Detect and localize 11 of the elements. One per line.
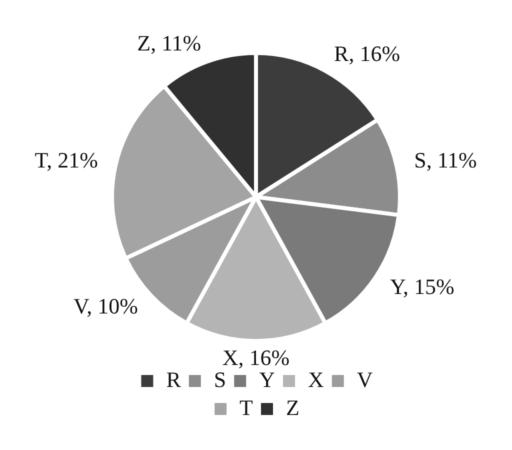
legend-label: T xyxy=(240,394,254,420)
data-label: V, 10% xyxy=(74,294,138,319)
legend-label: X xyxy=(308,366,324,392)
legend-label: Z xyxy=(286,394,300,420)
data-label: Y, 15% xyxy=(390,274,454,299)
data-label: Z, 11% xyxy=(137,30,202,56)
data-label: S, 11% xyxy=(414,147,477,172)
legend-label: R xyxy=(166,366,182,392)
data-label: T, 21% xyxy=(34,147,98,172)
legend-label: V xyxy=(356,366,373,392)
data-label: R, 16% xyxy=(334,40,400,66)
